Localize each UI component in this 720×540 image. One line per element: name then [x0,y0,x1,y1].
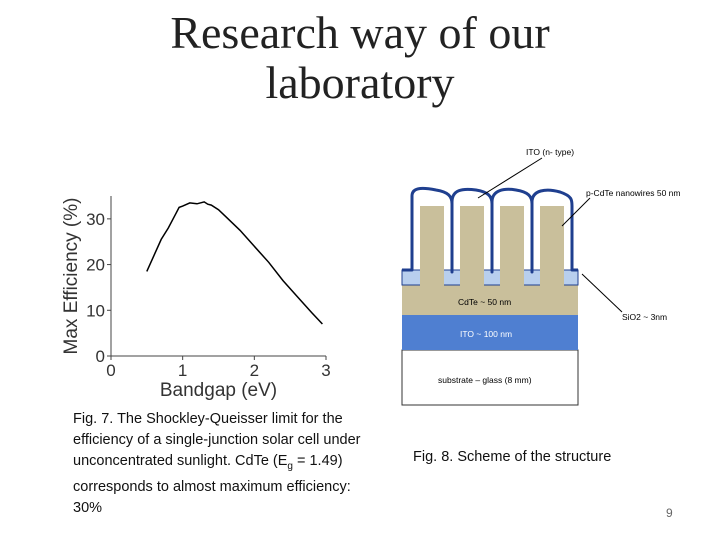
x-tick-label: 0 [106,361,115,380]
ito-layer [402,315,578,350]
figure-8-caption-text: Scheme of the structure [453,449,612,465]
substrate-layer [401,349,579,406]
label-nanowires: p-CdTe nanowires 50 nm [586,188,681,198]
x-axis-label: Bandgap (eV) [160,380,277,400]
figure-7-caption-sub: g [287,460,293,472]
x-tick-label: 3 [321,361,330,380]
pointer-line-sio2 [581,273,623,313]
figure-8-caption-prefix: Fig. 8. [413,449,454,465]
figure-7-caption-text1: The Shockley-Queisser limit for the effi… [73,411,361,469]
nanowire [540,206,564,286]
y-tick-label: 0 [96,347,105,366]
label-ito-layer: ITO ~ 100 nm [460,329,512,339]
label-cdte: CdTe ~ 50 nm [458,297,511,307]
y-tick-label: 20 [86,256,105,275]
label-substrate: substrate – glass (8 mm) [438,375,532,385]
pointer-line-nanowires [561,197,591,227]
label-ito-ntype: ITO (n- type) [526,147,574,157]
slide-title: Research way of our laboratory [120,8,600,108]
slide-title-line1: Research way of our [170,7,550,58]
label-sio2: SiO2 ~ 3nm [622,312,667,322]
y-tick-label: 10 [86,301,105,320]
y-axis-label: Max Efficiency (%) [61,198,82,355]
y-tick-label: 30 [86,210,105,229]
structure-scheme-diagram: ITO (n- type) p-CdTe nanowires 50 nm CdT… [401,147,681,406]
sio2-layer [401,269,579,286]
x-tick-label: 1 [178,361,187,380]
x-tick-label: 2 [250,361,259,380]
efficiency-series-line [146,201,323,325]
cdte-layer [402,285,578,315]
pointer-line-ito-ntype [477,157,543,199]
nanowire [460,206,484,286]
page-number: 9 [666,506,673,520]
slide-title-line2: laboratory [265,57,455,108]
ito-ntype-outline [402,186,578,274]
figure-7-caption: Fig. 7. The Shockley-Queisser limit for … [73,409,363,519]
nanowire [500,206,524,286]
nanowire [420,206,444,286]
figure-7-caption-prefix: Fig. 7. [73,411,114,427]
figure-7-caption-text2: = 1.49) corresponds to almost maximum ef… [73,453,351,516]
figure-8-caption: Fig. 8. Scheme of the structure [413,447,703,468]
